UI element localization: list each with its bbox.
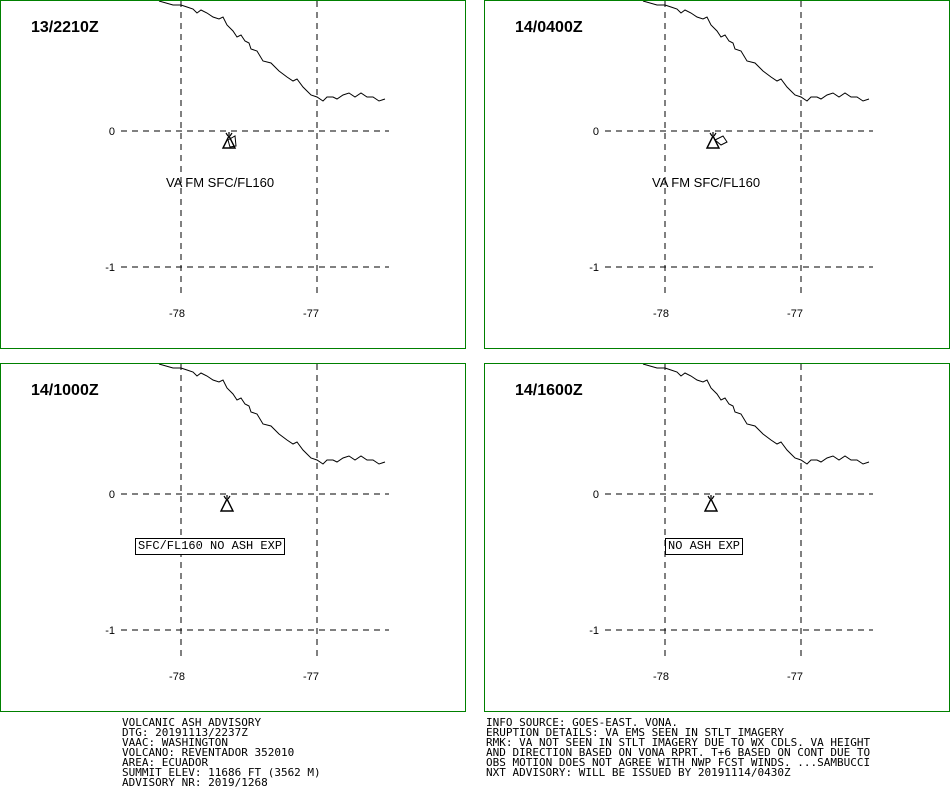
advisory-line: INFO SOURCE: GOES-EAST. VONA.: [486, 716, 679, 729]
advisory-line: VAAC: WASHINGTON: [122, 736, 228, 749]
ash-area: [714, 135, 728, 146]
advisory-line: VOLCANIC ASH ADVISORY: [122, 716, 262, 729]
ash-label: VA FM SFC/FL160: [166, 175, 275, 190]
ash-label: SFC/FL160 NO ASH EXP: [135, 538, 286, 555]
advisory-line: AND DIRECTION BASED ON VONA RPRT. T+6 BA…: [486, 746, 871, 759]
volcano-icon: [219, 495, 235, 512]
forecast-panel-2: 0 -1 -78 -77 14/1000Z SFC/FL160 NO ASH EXP: [0, 363, 466, 712]
panel-time: 14/1600Z: [515, 382, 583, 399]
advisory-line: ADVISORY NR: 2019/1268: [122, 776, 268, 789]
ash-label: VA FM SFC/FL160: [652, 175, 761, 190]
lon-label: -77: [303, 308, 319, 320]
coastline: [642, 364, 870, 465]
lon-label: -77: [787, 671, 803, 683]
volcano-plume: [709, 132, 717, 137]
advisory-line: AREA: ECUADOR: [122, 756, 209, 769]
volcano-icon: [705, 132, 728, 149]
lat-label: 0: [109, 489, 115, 501]
volcano-cone: [219, 497, 235, 512]
forecast-panel-1: 0 -1 -78 -77 14/0400Z VA FM SFC/FL160: [484, 0, 950, 349]
lon-label: -78: [169, 671, 185, 683]
lat-label: 0: [593, 126, 599, 138]
ash-label: NO ASH EXP: [665, 538, 744, 555]
map-canvas: 0 -1 -78 -77: [589, 364, 873, 683]
map-canvas: 0 -1 -78 -77: [105, 364, 389, 683]
advisory-line: SUMMIT ELEV: 11686 FT (3562 M): [122, 766, 321, 779]
map-canvas: 0 -1 -78 -77: [105, 1, 389, 320]
forecast-panel-0: 0 -1 -78 -77 13/2210Z VA FM SFC/FL160: [0, 0, 466, 349]
lat-label: 0: [109, 126, 115, 138]
volcano-cone: [221, 134, 237, 149]
volcano-cone: [703, 497, 719, 512]
advisory-line: NXT ADVISORY: WILL BE ISSUED BY 20191114…: [486, 766, 791, 779]
lon-label: -78: [653, 308, 669, 320]
ash-area: [227, 135, 237, 148]
advisory-line: OBS MOTION DOES NOT AGREE WITH NWP FCST …: [486, 756, 871, 769]
advisory-info-right: INFO SOURCE: GOES-EAST. VONA. ERUPTION DE…: [486, 716, 871, 779]
lon-label: -77: [787, 308, 803, 320]
advisory-info-left: VOLCANIC ASH ADVISORY DTG: 20191113/2237Z…: [122, 716, 321, 789]
volcano-cone: [705, 134, 721, 149]
panel-time: 14/1000Z: [31, 382, 99, 399]
lat-label: -1: [589, 625, 599, 637]
coastline: [158, 1, 386, 102]
coastline: [642, 1, 870, 102]
volcano-plume: [707, 495, 715, 500]
forecast-panel-3: 0 -1 -78 -77 14/1600Z NO ASH EXP: [484, 363, 950, 712]
advisory-line: RMK: VA NOT SEEN IN STLT IMAGERY DUE TO …: [486, 736, 871, 749]
advisory-line: ERUPTION DETAILS: VA EMS SEEN IN STLT IM…: [486, 726, 785, 739]
lat-label: 0: [593, 489, 599, 501]
volcano-icon: [703, 495, 719, 512]
panel-time: 13/2210Z: [31, 19, 99, 36]
panel-time: 14/0400Z: [515, 19, 583, 36]
lat-label: -1: [105, 262, 115, 274]
lon-label: -78: [653, 671, 669, 683]
coastline: [158, 364, 386, 465]
advisory-line: VOLCANO: REVENTADOR 352010: [122, 746, 295, 759]
volcano-plume: [223, 495, 231, 500]
lat-label: -1: [589, 262, 599, 274]
lon-label: -77: [303, 671, 319, 683]
lat-label: -1: [105, 625, 115, 637]
map-canvas: 0 -1 -78 -77: [589, 1, 873, 320]
lon-label: -78: [169, 308, 185, 320]
advisory-line: DTG: 20191113/2237Z: [122, 726, 248, 739]
volcano-icon: [221, 132, 237, 149]
volcano-plume: [225, 132, 233, 137]
